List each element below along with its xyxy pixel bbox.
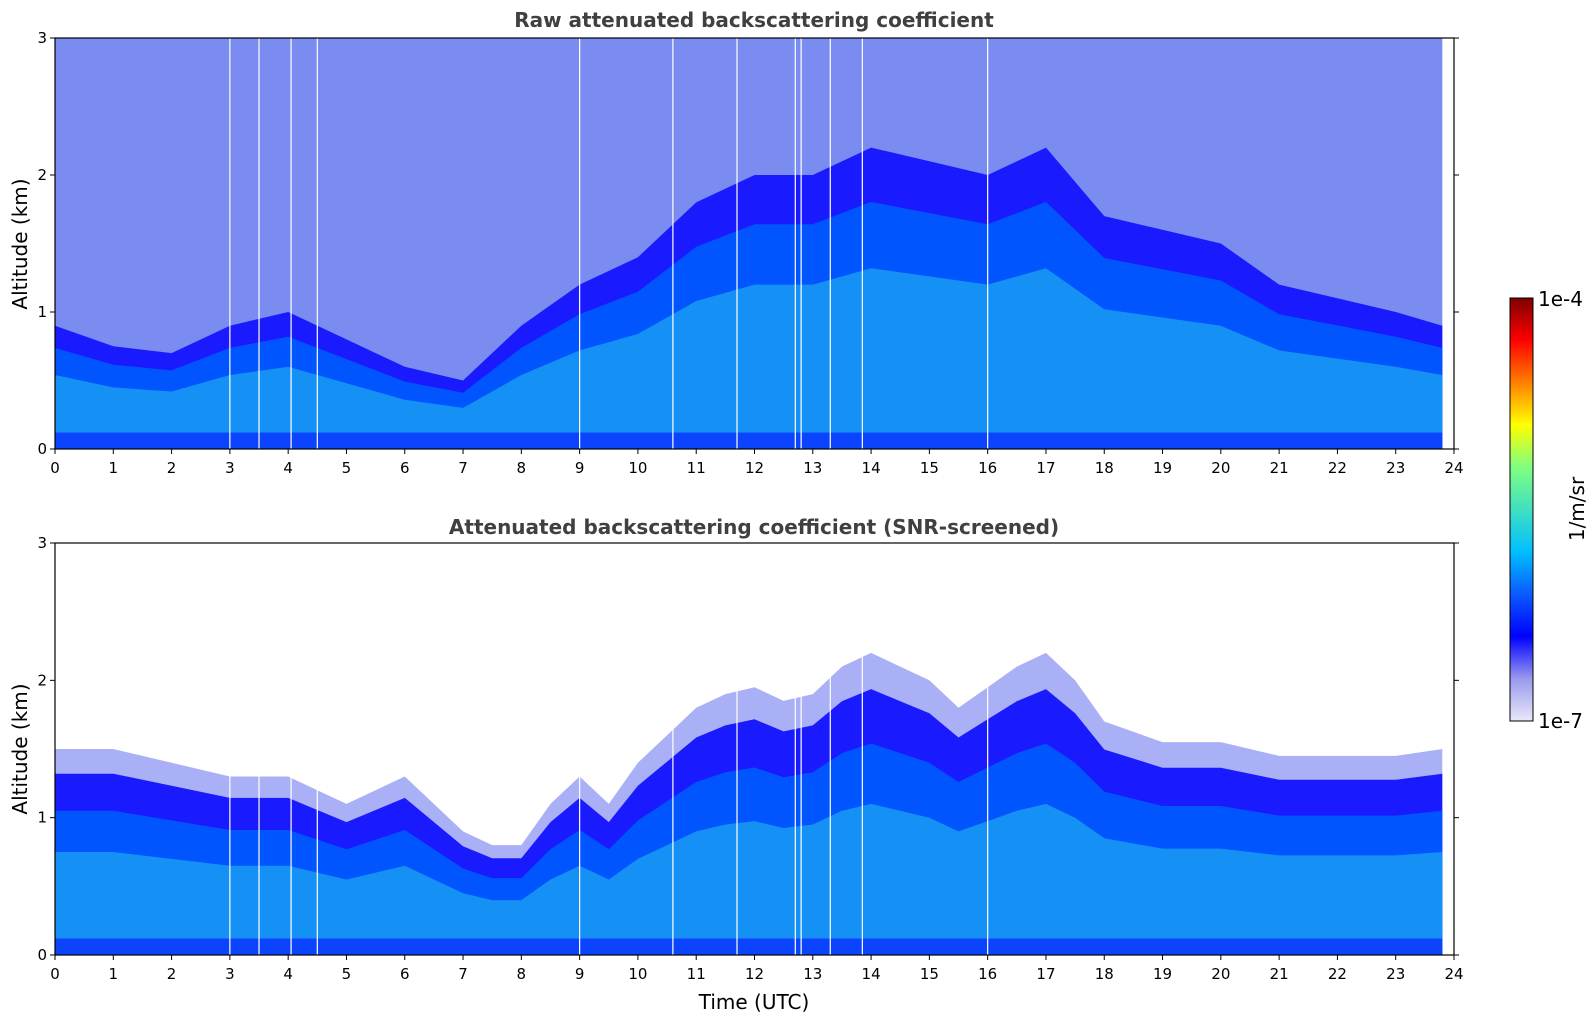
x-tick-label: 12	[745, 459, 764, 477]
x-tick-label: 0	[50, 459, 60, 477]
colorbar-gradient	[1509, 297, 1534, 722]
x-tick-label: 12	[745, 965, 764, 983]
x-tick-label: 5	[342, 459, 352, 477]
surface-layer	[55, 432, 1443, 449]
x-tick-label: 21	[1270, 459, 1289, 477]
panel-raw-y-label: Altitude (km)	[8, 178, 32, 309]
x-tick-label: 8	[517, 459, 527, 477]
y-tick-label: 3	[37, 534, 47, 552]
x-tick-label: 5	[342, 965, 352, 983]
y-tick-label: 1	[37, 809, 47, 827]
x-tick-label: 1	[109, 965, 119, 983]
x-tick-label: 6	[400, 459, 410, 477]
x-tick-label: 15	[920, 459, 939, 477]
x-tick-label: 20	[1211, 459, 1230, 477]
x-tick-label: 4	[283, 965, 293, 983]
bl-layer-3	[55, 803, 1443, 955]
surface-layer	[55, 938, 1443, 955]
x-tick-label: 9	[575, 459, 585, 477]
x-tick-label: 18	[1095, 459, 1114, 477]
x-tick-label: 14	[862, 459, 881, 477]
panel-raw: Raw attenuated backscattering coefficien…	[8, 8, 1464, 477]
colorbar-max-label: 1e-4	[1538, 287, 1583, 311]
y-tick-label: 3	[37, 29, 47, 47]
x-tick-label: 13	[803, 459, 822, 477]
x-tick-label: 17	[1036, 459, 1055, 477]
y-tick-label: 0	[37, 946, 47, 964]
x-tick-label: 19	[1153, 965, 1172, 983]
panel-screened: Attenuated backscattering coefficient (S…	[8, 515, 1464, 1014]
x-tick-label: 17	[1036, 965, 1055, 983]
panel-raw-heatmap	[55, 38, 1443, 449]
x-tick-label: 3	[225, 965, 235, 983]
panel-screened-x-ticks: 0 1 2 3 4 5 6 7 8 9 10 11 12 13 14 15 16 17 18 19 20 21 22 23 24	[50, 955, 1464, 983]
x-tick-label: 9	[575, 965, 585, 983]
x-tick-label: 2	[167, 965, 177, 983]
x-tick-label: 13	[803, 965, 822, 983]
x-tick-label: 4	[283, 459, 293, 477]
x-tick-label: 15	[920, 965, 939, 983]
x-tick-label: 2	[167, 459, 177, 477]
colorbar-min-label: 1e-7	[1538, 709, 1583, 733]
x-tick-label: 24	[1444, 965, 1463, 983]
panel-screened-x-label: Time (UTC)	[698, 990, 810, 1014]
x-tick-label: 24	[1444, 459, 1463, 477]
x-tick-label: 0	[50, 965, 60, 983]
x-tick-label: 10	[628, 459, 647, 477]
x-tick-label: 23	[1386, 965, 1405, 983]
colorbar: 1e-4 1e-7 1/m/sr	[1509, 287, 1589, 733]
x-tick-label: 11	[687, 459, 706, 477]
x-tick-label: 10	[628, 965, 647, 983]
x-tick-label: 3	[225, 459, 235, 477]
y-tick-label: 2	[37, 671, 47, 689]
x-tick-label: 7	[458, 459, 468, 477]
x-tick-label: 11	[687, 965, 706, 983]
panel-screened-y-label: Altitude (km)	[8, 683, 32, 814]
panel-screened-heatmap	[55, 543, 1443, 955]
x-tick-label: 19	[1153, 459, 1172, 477]
bl-layer-2	[55, 268, 1443, 449]
x-tick-label: 7	[458, 965, 468, 983]
y-tick-label: 2	[37, 166, 47, 184]
x-tick-label: 22	[1328, 965, 1347, 983]
panel-raw-title: Raw attenuated backscattering coefficien…	[514, 8, 994, 32]
panel-raw-y-ticks: 0 1 2 3	[37, 29, 1459, 458]
x-tick-label: 20	[1211, 965, 1230, 983]
panel-raw-x-ticks: 0 1 2 3 4 5 6 7 8 9 10 11 12 13 14 15 16 17 18 19 20 21 22 23 24	[50, 449, 1464, 477]
x-tick-label: 22	[1328, 459, 1347, 477]
x-tick-label: 8	[517, 965, 527, 983]
colorbar-unit-label: 1/m/sr	[1565, 476, 1589, 541]
x-tick-label: 14	[862, 965, 881, 983]
y-tick-label: 1	[37, 303, 47, 321]
panel-screened-y-ticks: 0 1 2 3	[37, 534, 1459, 964]
panel-screened-title: Attenuated backscattering coefficient (S…	[449, 515, 1059, 539]
x-tick-label: 16	[978, 965, 997, 983]
x-tick-label: 18	[1095, 965, 1114, 983]
x-tick-label: 1	[109, 459, 119, 477]
x-tick-label: 6	[400, 965, 410, 983]
y-tick-label: 0	[37, 440, 47, 458]
x-tick-label: 16	[978, 459, 997, 477]
x-tick-label: 21	[1270, 965, 1289, 983]
x-tick-label: 23	[1386, 459, 1405, 477]
